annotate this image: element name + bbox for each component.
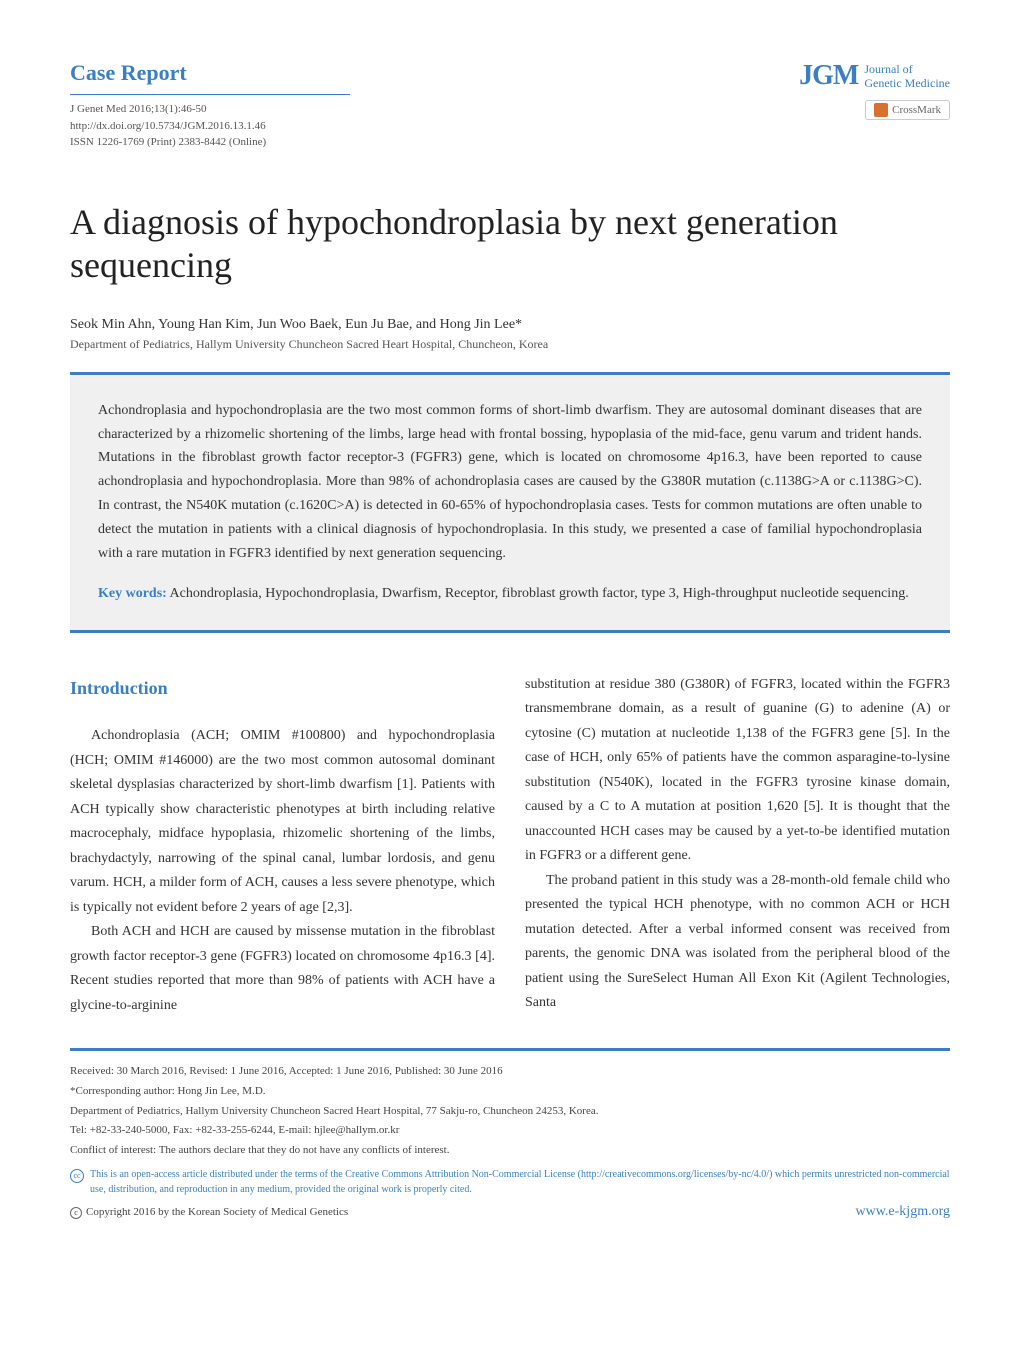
logo-full: Journal of Genetic Medicine [864,62,950,91]
intro-p4: The proband patient in this study was a … [525,869,950,1016]
intro-p2: Both ACH and HCH are caused by missense … [70,920,495,1018]
footer: Received: 30 March 2016, Revised: 1 June… [70,1063,950,1223]
abstract-text: Achondroplasia and hypochondroplasia are… [98,399,922,566]
citation: J Genet Med 2016;13(1):46-50 [70,101,799,118]
affiliation: Department of Pediatrics, Hallym Univers… [70,337,950,352]
keywords: Key words: Achondroplasia, Hypochondropl… [98,583,922,605]
address: Department of Pediatrics, Hallym Univers… [70,1103,950,1121]
conflict: Conflict of interest: The authors declar… [70,1142,950,1160]
journal-meta: J Genet Med 2016;13(1):46-50 http://dx.d… [70,101,799,151]
journal-logo: JGM Journal of Genetic Medicine [799,60,950,92]
logo-line1: Journal of [864,62,912,76]
abstract-box: Achondroplasia and hypochondroplasia are… [70,375,950,630]
license-row: cc This is an open-access article distri… [70,1167,950,1197]
column-right: substitution at residue 380 (G380R) of F… [525,673,950,1019]
keywords-text: Achondroplasia, Hypochondroplasia, Dwarf… [167,586,909,601]
doi: http://dx.doi.org/10.5734/JGM.2016.13.1.… [70,118,799,135]
authors: Seok Min Ahn, Young Han Kim, Jun Woo Bae… [70,317,950,333]
corresponding-author: *Corresponding author: Hong Jin Lee, M.D… [70,1083,950,1101]
logo-line2: Genetic Medicine [864,76,950,90]
copyright-row: c Copyright 2016 by the Korean Society of… [70,1201,950,1223]
body-columns: Introduction Achondroplasia (ACH; OMIM #… [70,673,950,1019]
copyright-text: Copyright 2016 by the Korean Society of … [86,1206,348,1218]
article-type: Case Report [70,60,799,86]
footer-divider [70,1048,950,1051]
intro-heading: Introduction [70,673,495,705]
license-text: This is an open-access article distribut… [90,1167,950,1197]
crossmark-label: CrossMark [892,104,941,116]
header-divider [70,94,350,95]
logo-abbr: JGM [799,60,858,92]
website-link[interactable]: www.e-kjgm.org [856,1201,951,1223]
header-left: Case Report J Genet Med 2016;13(1):46-50… [70,60,799,151]
copyright-icon: c [70,1207,82,1219]
abstract-divider-bottom [70,630,950,633]
cc-icon: cc [70,1169,84,1183]
intro-p3: substitution at residue 380 (G380R) of F… [525,673,950,869]
article-title: A diagnosis of hypochondroplasia by next… [70,201,950,287]
crossmark-badge[interactable]: CrossMark [865,100,950,120]
dates: Received: 30 March 2016, Revised: 1 June… [70,1063,950,1081]
header-right: JGM Journal of Genetic Medicine CrossMar… [799,60,950,122]
crossmark-icon [874,103,888,117]
column-left: Introduction Achondroplasia (ACH; OMIM #… [70,673,495,1019]
contact: Tel: +82-33-240-5000, Fax: +82-33-255-62… [70,1122,950,1140]
keywords-label: Key words: [98,586,167,601]
intro-p1: Achondroplasia (ACH; OMIM #100800) and h… [70,724,495,920]
copyright: c Copyright 2016 by the Korean Society of… [70,1204,348,1222]
header: Case Report J Genet Med 2016;13(1):46-50… [70,60,950,151]
issn: ISSN 1226-1769 (Print) 2383-8442 (Online… [70,134,799,151]
